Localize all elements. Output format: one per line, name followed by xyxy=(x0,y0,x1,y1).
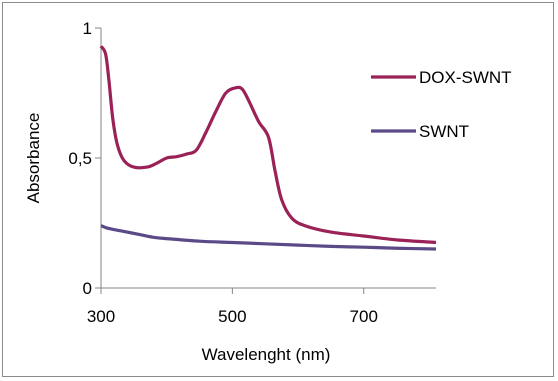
series-line-swnt xyxy=(100,224,437,251)
legend: DOX-SWNT SWNT xyxy=(371,68,512,141)
x-tick-label: 700 xyxy=(350,307,378,326)
y-axis-title: Absorbance xyxy=(24,113,43,204)
y-tick-label: 1 xyxy=(83,19,92,38)
series-group xyxy=(99,45,437,251)
tick-label-group: 0 0,5 1 300 500 700 xyxy=(68,19,378,326)
legend-label-dox-swnt: DOX-SWNT xyxy=(419,68,512,87)
x-tick-label: 300 xyxy=(87,307,115,326)
tick-group xyxy=(95,27,365,294)
y-tick-label: 0,5 xyxy=(68,149,92,168)
series-line-dox-swnt xyxy=(99,45,437,245)
x-tick-label: 500 xyxy=(218,307,246,326)
legend-label-swnt: SWNT xyxy=(419,122,469,141)
y-tick-label: 0 xyxy=(83,279,92,298)
x-axis-title: Wavelenght (nm) xyxy=(202,345,331,364)
